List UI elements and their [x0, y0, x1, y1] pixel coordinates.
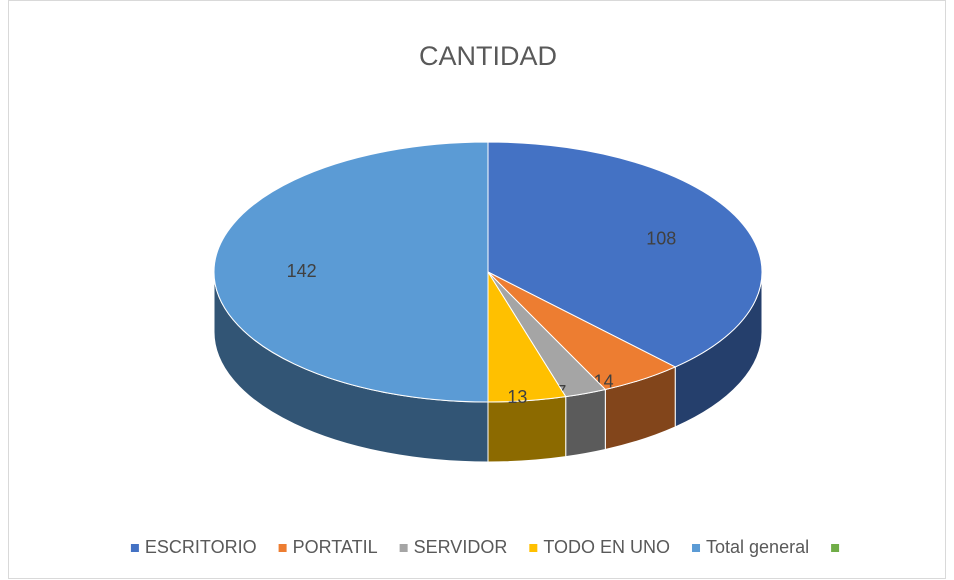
- legend-label: SERVIDOR: [414, 537, 508, 557]
- data-label: 108: [646, 228, 676, 248]
- legend-swatch: [529, 544, 538, 552]
- legend-swatch: [692, 544, 701, 552]
- chart-title: CANTIDAD: [419, 41, 557, 71]
- data-label: 13: [507, 387, 527, 407]
- legend-label: TODO EN UNO: [543, 537, 670, 557]
- pie-side: [565, 388, 606, 458]
- legend-label: ESCRITORIO: [145, 537, 257, 557]
- legend-swatch: [831, 544, 840, 552]
- legend-swatch: [278, 544, 287, 552]
- legend-swatch: [130, 544, 139, 552]
- legend-label: Total general: [706, 537, 809, 557]
- legend-label: PORTATIL: [293, 537, 378, 557]
- data-label: 142: [287, 261, 317, 281]
- pie-slice: [213, 141, 489, 403]
- legend-swatch: [399, 544, 408, 552]
- legend: ESCRITORIO PORTATIL SERVIDOR TODO EN UNO Tot…: [130, 537, 840, 557]
- pie-slice: [487, 141, 763, 368]
